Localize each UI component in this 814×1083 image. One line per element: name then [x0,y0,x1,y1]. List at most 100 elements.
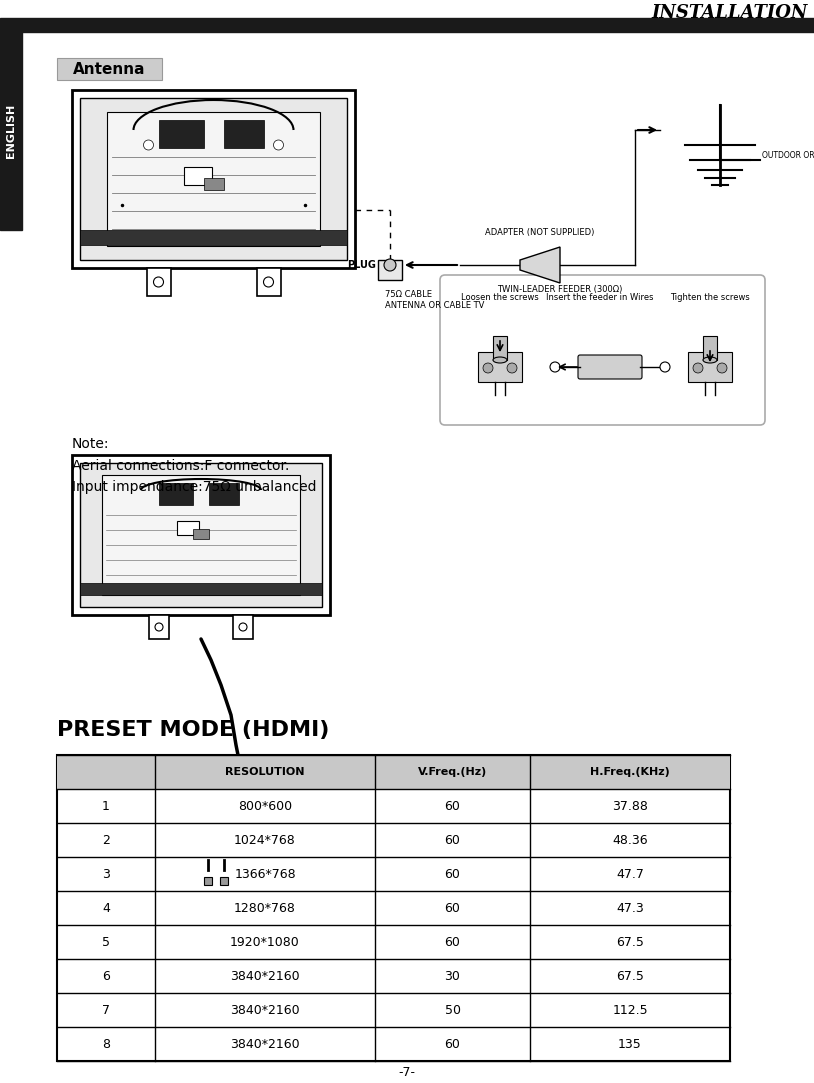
Circle shape [384,259,396,271]
Text: 6: 6 [102,969,110,982]
Bar [378,260,402,280]
Bar [177,521,199,535]
Text: 1: 1 [102,799,110,812]
Text: Tighten the screws: Tighten the screws [670,293,750,302]
Bar [72,455,330,615]
Text: TWIN-LEADER FEEDER (300Ω): TWIN-LEADER FEEDER (300Ω) [497,285,623,293]
Text: 5: 5 [102,936,110,949]
Text: 1024*768: 1024*768 [234,834,295,847]
Text: 48.36: 48.36 [612,834,648,847]
Text: 8: 8 [102,1038,110,1051]
Text: 4: 4 [102,901,110,914]
Text: 60: 60 [444,1038,461,1051]
Circle shape [264,277,274,287]
Text: ADAPTER (NOT SUPPLIED): ADAPTER (NOT SUPPLIED) [485,229,595,237]
Text: H.Freq.(KHz): H.Freq.(KHz) [590,767,670,777]
Text: 1366*768: 1366*768 [234,867,295,880]
Bar [0,18,814,32]
Circle shape [550,362,560,371]
Bar [183,167,212,185]
Text: 2: 2 [102,834,110,847]
Bar [256,268,281,296]
Text: PLUG: PLUG [347,260,376,270]
Bar [159,483,193,505]
Text: 60: 60 [444,834,461,847]
Bar [147,268,170,296]
Bar [102,475,300,595]
Text: ENGLISH: ENGLISH [6,104,16,158]
Bar [204,877,212,885]
Bar [107,112,320,246]
Text: Antenna: Antenna [72,62,145,77]
FancyBboxPatch shape [57,58,162,80]
Circle shape [155,623,163,631]
Bar [220,877,228,885]
Bar [493,336,507,360]
Text: 112.5: 112.5 [612,1004,648,1017]
Bar [159,120,204,148]
Text: 67.5: 67.5 [616,969,644,982]
Bar [196,845,236,880]
Text: 47.7: 47.7 [616,867,644,880]
Text: 1920*1080: 1920*1080 [230,936,300,949]
Text: 60: 60 [444,901,461,914]
Circle shape [239,623,247,631]
Circle shape [717,363,727,373]
Bar [204,178,224,190]
Circle shape [143,140,154,151]
Ellipse shape [493,357,507,363]
Text: 67.5: 67.5 [616,936,644,949]
Circle shape [483,363,493,373]
Text: OUTDOOR OR INDOOR ANTENNA: OUTDOOR OR INDOOR ANTENNA [762,151,814,159]
Text: 47.3: 47.3 [616,901,644,914]
Bar [688,352,732,382]
Polygon shape [520,247,560,283]
Text: 135: 135 [618,1038,642,1051]
Text: 800*600: 800*600 [238,799,292,812]
Bar [57,755,730,790]
Text: PRESET MODE (HDMI): PRESET MODE (HDMI) [57,720,330,740]
Bar [57,755,730,1061]
Bar [72,90,355,268]
Text: 3: 3 [102,867,110,880]
Bar [80,464,322,606]
Bar [0,32,22,230]
Text: 50: 50 [444,1004,461,1017]
Text: 75Ω CABLE
ANTENNA OR CABLE TV: 75Ω CABLE ANTENNA OR CABLE TV [385,290,484,310]
Circle shape [507,363,517,373]
Bar [193,529,209,539]
Bar [703,336,717,360]
Text: Loosen the screws: Loosen the screws [461,293,539,302]
Text: Insert the feeder in Wires: Insert the feeder in Wires [546,293,654,302]
Bar [80,97,347,260]
Circle shape [154,277,164,287]
Circle shape [693,363,703,373]
Bar [149,615,169,639]
Bar [233,615,253,639]
Text: 37.88: 37.88 [612,799,648,812]
Text: 1280*768: 1280*768 [234,901,296,914]
Bar [80,230,347,245]
Text: 7: 7 [102,1004,110,1017]
Text: -7-: -7- [399,1066,415,1079]
FancyBboxPatch shape [578,355,642,379]
Text: 60: 60 [444,936,461,949]
Text: 30: 30 [444,969,461,982]
FancyBboxPatch shape [440,275,765,425]
Bar [478,352,522,382]
Circle shape [274,140,283,151]
Text: 3840*2160: 3840*2160 [230,969,300,982]
Text: Note:
Aerial connections:F connector.
Input impendance:75Ω unbalanced: Note: Aerial connections:F connector. In… [72,438,317,495]
Text: 60: 60 [444,799,461,812]
Text: INSTALLATION: INSTALLATION [652,4,808,22]
Circle shape [660,362,670,371]
Bar [224,120,264,148]
Text: RESOLUTION: RESOLUTION [225,767,304,777]
Text: 60: 60 [444,867,461,880]
Text: 3840*2160: 3840*2160 [230,1038,300,1051]
Bar [80,583,322,595]
Text: 3840*2160: 3840*2160 [230,1004,300,1017]
Text: V.Freq.(Hz): V.Freq.(Hz) [418,767,487,777]
Ellipse shape [703,357,717,363]
Bar [209,483,239,505]
